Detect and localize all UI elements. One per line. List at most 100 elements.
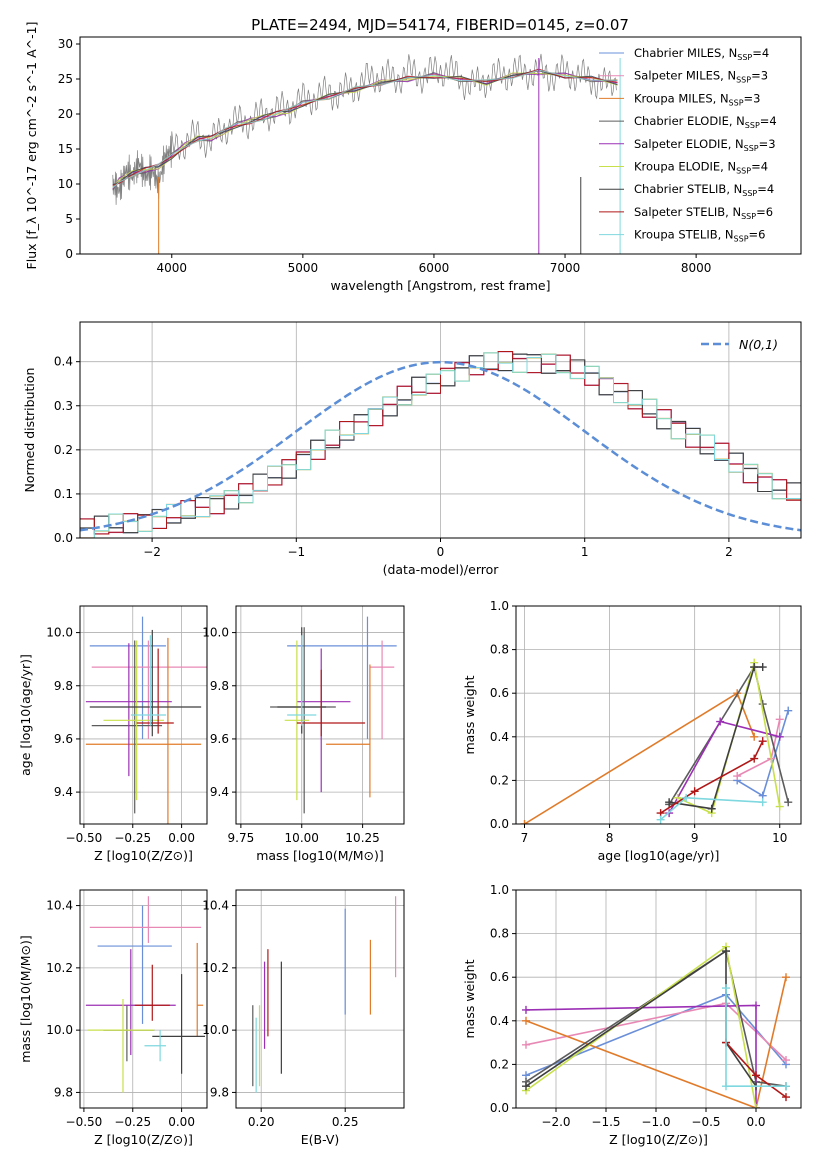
data-point — [85, 949, 176, 1056]
data-point — [326, 664, 371, 798]
x-tick-label: −1 — [287, 545, 305, 559]
x-tick-label: 0.00 — [168, 1115, 195, 1129]
model-spectrum-line — [112, 70, 618, 186]
plot-area — [522, 942, 790, 1108]
histogram-series — [80, 353, 801, 534]
panel-spectrum: 4000 5000 6000 7000 8000 0 5 10 15 20 25 30 waveleng… — [24, 22, 802, 293]
data-point — [284, 640, 310, 801]
x-tick-label: 7000 — [550, 261, 581, 275]
x-axis-label: wavelength [Angstrom, rest frame] — [330, 278, 550, 293]
weight-point-marker — [520, 820, 529, 824]
y-tick-label: 0.2 — [490, 773, 509, 787]
axes-frame — [235, 889, 405, 1109]
y-tick-label: 0.4 — [490, 1014, 509, 1028]
weight-point-marker — [522, 1082, 530, 1091]
weight-series-line — [525, 949, 787, 1087]
weight-point-marker — [758, 663, 767, 672]
x-axis-label: (data-model)/error — [383, 562, 500, 577]
plot-area — [85, 896, 206, 1093]
data-point — [87, 999, 155, 1093]
histogram-series — [80, 352, 801, 538]
weight-point-marker — [522, 1005, 530, 1014]
y-tick-label: 0.8 — [490, 927, 509, 941]
histogram-series — [80, 352, 801, 538]
panel-mass-vs-Z: −0.50 −0.25 0.00 9.8 10.0 10.2 10.4 Z [log10(Z/… — [18, 889, 208, 1147]
legend-entry: N(0,1) — [739, 337, 778, 352]
y-tick-label: 0.3 — [54, 399, 73, 413]
y-tick-label: 10.2 — [202, 961, 229, 975]
x-tick-label: 7 — [521, 831, 529, 845]
legend-entry: Kroupa STELIB, NSSP=6 — [634, 228, 765, 244]
y-tick-label: 9.8 — [210, 679, 229, 693]
panel-age-vs-Z: −0.50 −0.25 0.00 9.4 9.6 9.8 10.0 Z [log10(Z/Z⊙… — [18, 605, 208, 863]
y-tick-label: 10.0 — [46, 1023, 73, 1037]
x-tick-label: 9.75 — [228, 831, 255, 845]
weight-point-marker — [775, 715, 784, 724]
y-tick-label: 10.4 — [202, 899, 229, 913]
y-tick-label: 25 — [58, 72, 73, 86]
y-axis-label: Flux [f_λ 10^-17 erg cm^-2 s^-1 A^-1] — [24, 22, 39, 270]
x-tick-label: 6000 — [419, 261, 450, 275]
axes-frame — [79, 605, 208, 825]
y-tick-label: 9.8 — [210, 1085, 229, 1099]
weight-point-marker — [758, 737, 767, 746]
weight-series-line — [668, 664, 789, 805]
weight-point-marker — [752, 1104, 760, 1108]
y-tick-label: 0.1 — [54, 487, 73, 501]
x-tick-label: 9 — [691, 831, 699, 845]
x-tick-label: 8 — [606, 831, 614, 845]
y-tick-label: 9.8 — [54, 1085, 73, 1099]
x-tick-label: 0.20 — [248, 1115, 275, 1129]
y-tick-label: 0.0 — [490, 817, 509, 831]
axes-frame — [515, 605, 802, 825]
x-axis-label: Z [log10(Z/Z⊙)] — [609, 1132, 708, 1147]
weight-point-marker — [682, 793, 691, 802]
y-tick-label: 0.8 — [490, 643, 509, 657]
weight-point-marker — [707, 804, 716, 813]
weight-point-marker — [750, 663, 759, 672]
weight-point-marker — [522, 1016, 530, 1025]
data-point — [369, 640, 395, 739]
y-tick-label: 15 — [58, 142, 73, 156]
panel-weight-vs-Z: −2.0 −1.5 −1.0 −0.5 0.0 0.0 0.2 0.4 0.6 0.8 1.0 Z [… — [462, 883, 802, 1147]
y-tick-label: 0.4 — [54, 355, 73, 369]
weight-series-line — [525, 945, 757, 1108]
weight-point-marker — [722, 1082, 730, 1091]
weight-series-line — [660, 740, 764, 814]
weight-series-line — [524, 692, 755, 824]
legend-entry: Salpeter ELODIE, NSSP=3 — [634, 137, 776, 153]
x-tick-label: 0.0 — [746, 1115, 765, 1129]
legend-entry: Chabrier MILES, NSSP=4 — [634, 46, 769, 62]
data-point — [103, 640, 165, 801]
x-tick-label: 0.00 — [168, 831, 195, 845]
legend-entry: Chabrier ELODIE, NSSP=4 — [634, 114, 777, 130]
weight-point-marker — [758, 798, 767, 807]
data-point — [296, 669, 366, 737]
y-tick-label: 5 — [65, 212, 73, 226]
x-tick-label: 8000 — [681, 261, 712, 275]
x-tick-label: 10.00 — [285, 831, 319, 845]
x-tick-label: 10 — [772, 831, 787, 845]
weight-point-marker — [522, 1040, 530, 1049]
model-spectrum-line — [112, 68, 618, 186]
weight-point-marker — [665, 798, 674, 807]
y-tick-label: 30 — [58, 37, 73, 51]
x-tick-label: −0.25 — [114, 831, 151, 845]
legend-entry: Kroupa ELODIE, NSSP=4 — [634, 160, 768, 176]
x-tick-label: 5000 — [288, 261, 319, 275]
x-tick-label: −1.5 — [591, 1115, 620, 1129]
y-tick-label: 0.4 — [490, 730, 509, 744]
data-point — [103, 1005, 155, 1062]
y-tick-label: 20 — [58, 107, 73, 121]
axes-frame — [235, 605, 405, 825]
histogram-series — [80, 352, 801, 538]
legend-entry: Salpeter STELIB, NSSP=6 — [634, 205, 773, 221]
legend: Chabrier MILES, NSSP=4 Salpeter MILES, NS… — [599, 46, 777, 244]
data-point — [136, 648, 174, 734]
panel-residuals: −2 −1 0 1 2 0.0 0.1 0.2 0.3 0.4 (data-model)/error… — [22, 321, 802, 577]
panel-mass-vs-EBV: 0.20 0.25 9.8 10.0 10.2 10.4 E(B-V) — [202, 889, 405, 1147]
y-tick-label: 9.6 — [54, 732, 73, 746]
data-point — [85, 637, 202, 824]
y-tick-label: 0.2 — [54, 443, 73, 457]
model-spectrum-line — [112, 70, 618, 190]
